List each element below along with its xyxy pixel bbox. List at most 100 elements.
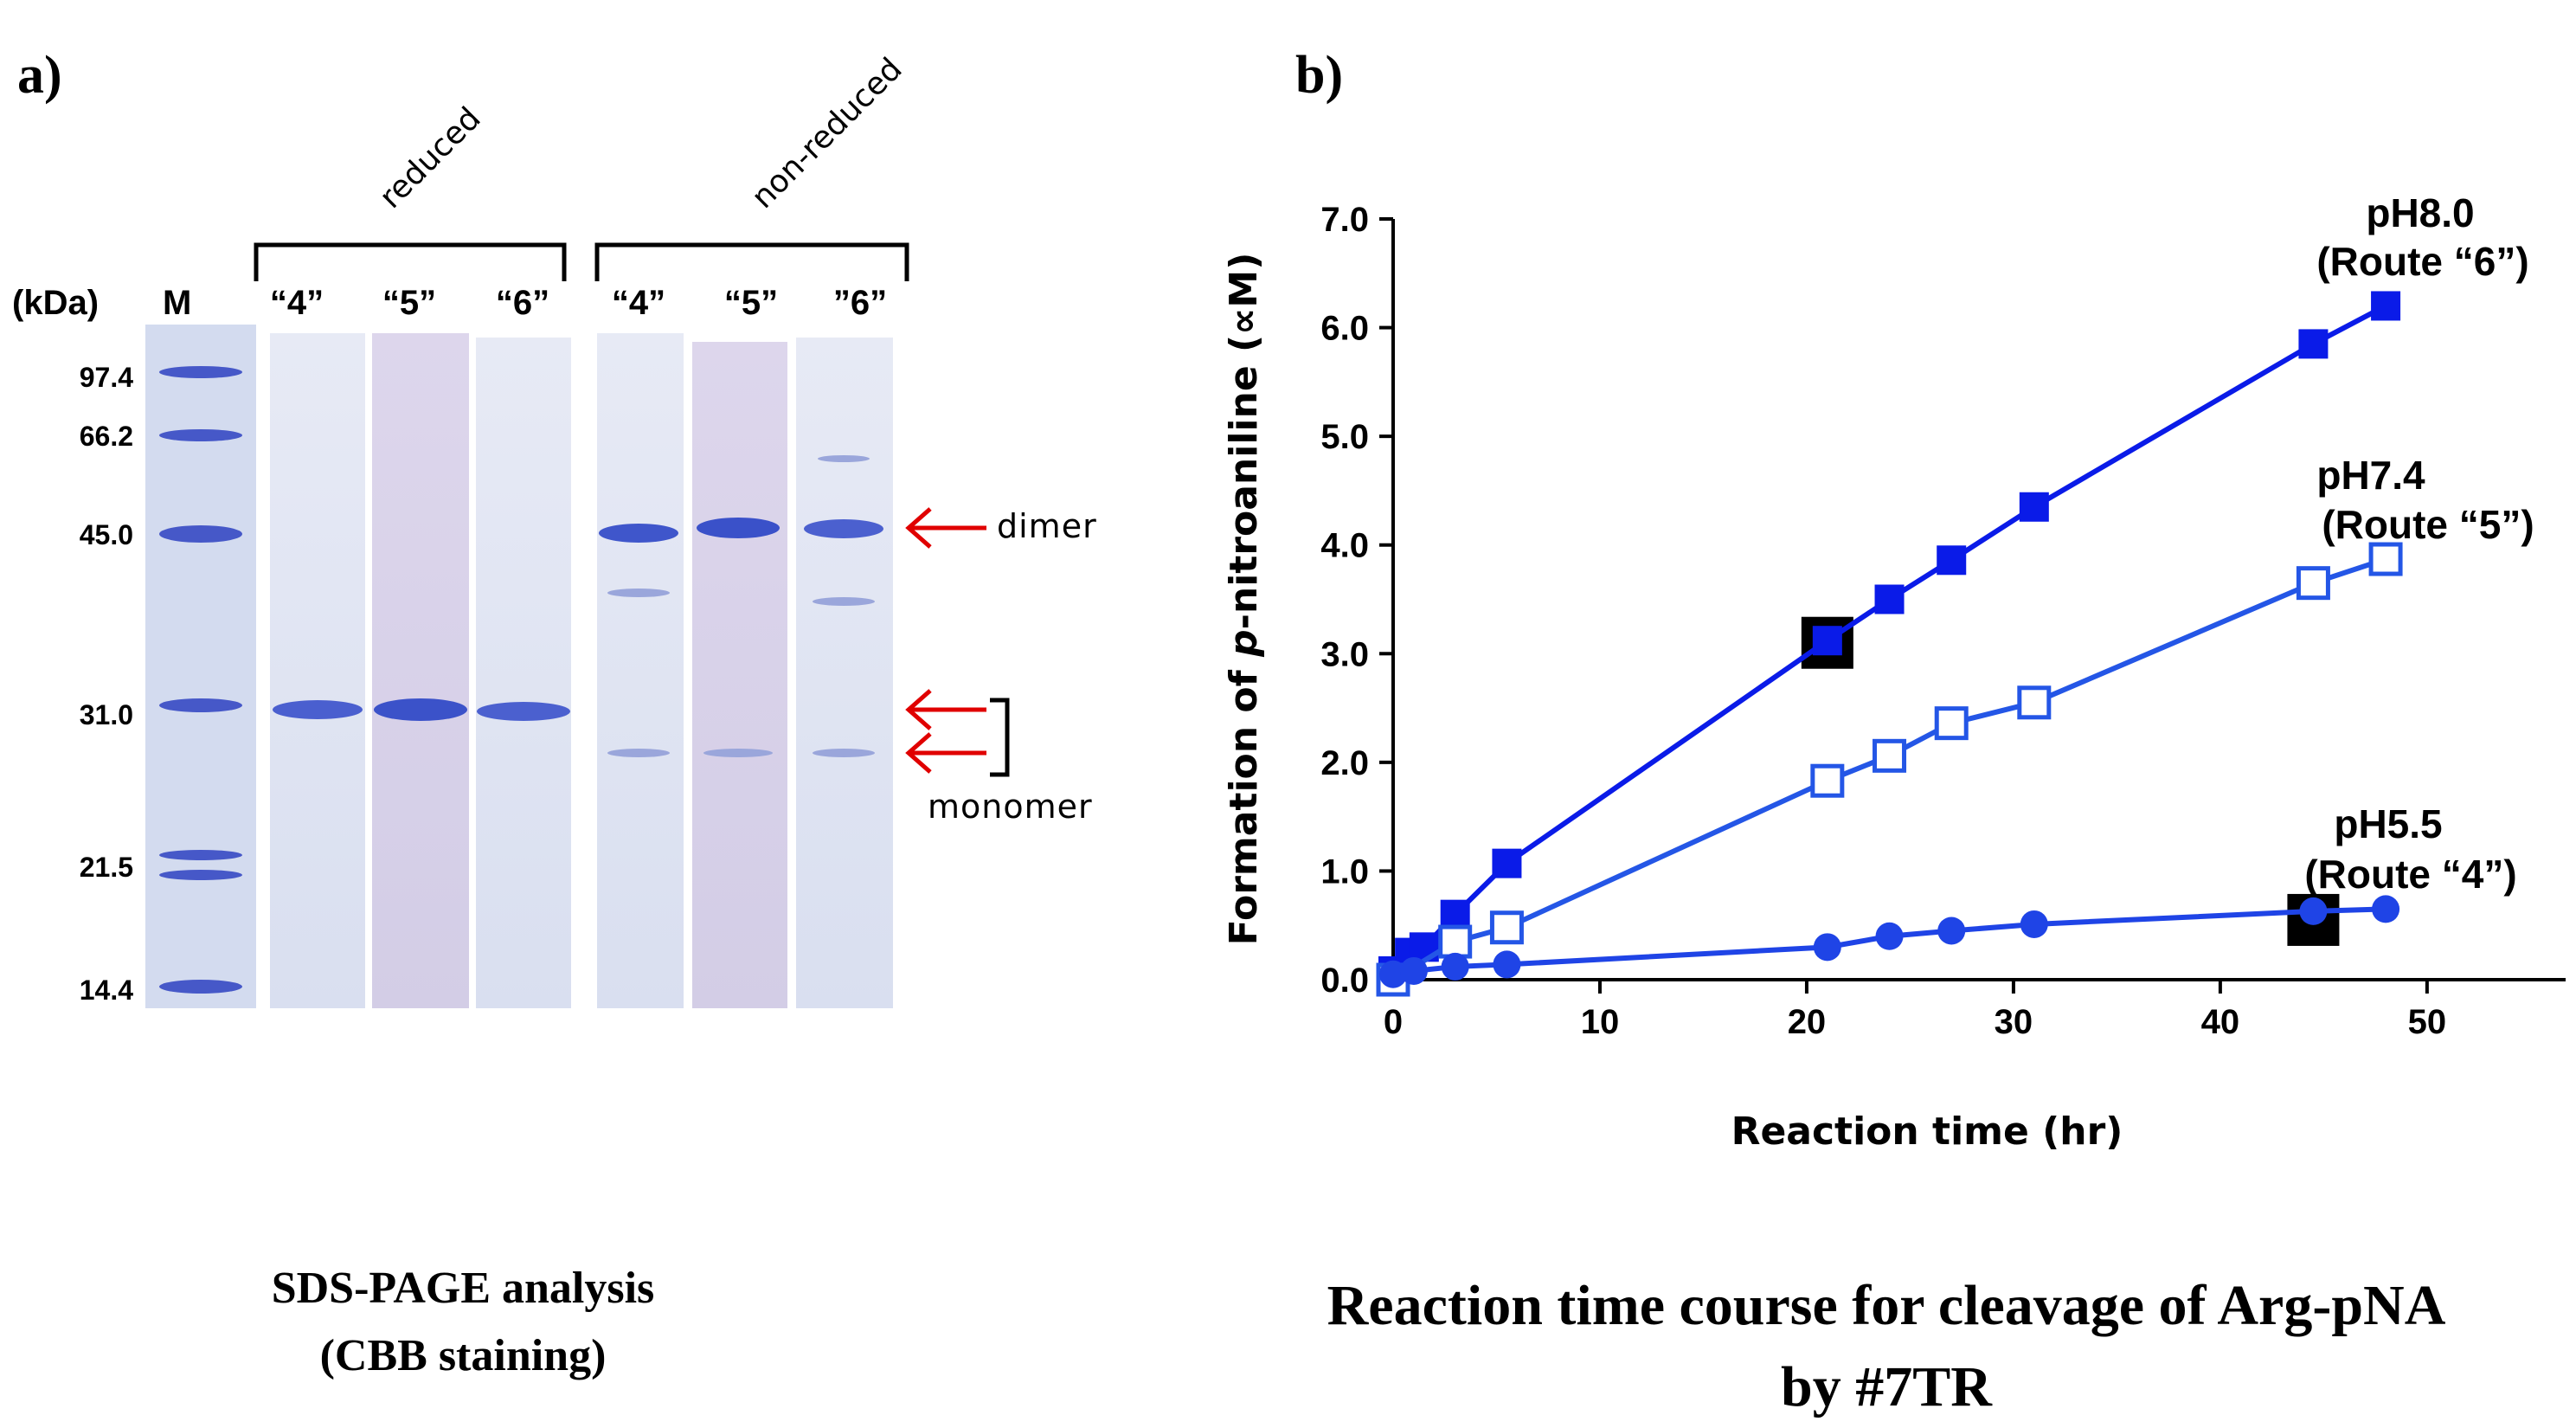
point-pH7.4-8 <box>2368 542 2403 576</box>
lane-label-3: “6” <box>495 284 550 322</box>
series-name-pH5.5: pH5.5 <box>2334 801 2442 846</box>
band-arrows <box>905 507 986 774</box>
point-pH7.4-6 <box>2017 685 2052 720</box>
x-tick-label-40: 40 <box>2201 1003 2240 1041</box>
lane-label-1: “4” <box>269 284 324 322</box>
band-reduced-6 <box>477 702 570 721</box>
series-route-pH7.4: (Route “5”) <box>2322 502 2534 547</box>
mw-label-31: 31.0 <box>79 699 133 730</box>
y-axis-label-suffix: -nitroaniline ( <box>1222 335 1266 629</box>
point-pH7.4-3 <box>1810 763 1845 798</box>
lane-label-6: ”6” <box>832 284 888 322</box>
band-dimer-4 <box>599 524 678 543</box>
band-dimer-5 <box>697 518 780 538</box>
panel-b-letter: b) <box>1295 46 1344 105</box>
mw-label-45: 45.0 <box>79 519 133 550</box>
y-tick-label-5.0: 5.0 <box>1320 418 1369 456</box>
mw-label-97: 97.4 <box>79 362 133 393</box>
x-tick-label-30: 30 <box>1995 1003 2033 1041</box>
series-line-pH8.0 <box>1391 303 2387 973</box>
panel-a-caption-line1: SDS-PAGE analysis <box>271 1264 655 1313</box>
y-axis-label: Formation of p-nitroaniline (∝M) <box>1222 253 1266 946</box>
chart-labels: Reaction time (hr) Formation of p-nitroan… <box>1222 190 2534 1154</box>
point-pH8.0-5 <box>1812 626 1842 656</box>
series-route-pH8.0: (Route “6”) <box>2316 239 2528 284</box>
point-pH8.0-8 <box>2019 492 2049 522</box>
y-tick-label-7.0: 7.0 <box>1320 201 1369 239</box>
x-tick-label-10: 10 <box>1581 1003 1620 1041</box>
lane-label-2: “5” <box>382 284 437 322</box>
gel-lane-reduced-4 <box>270 333 365 1008</box>
marker-label: M <box>163 284 192 322</box>
point-pH7.4-2 <box>1489 910 1524 945</box>
band-reduced-4 <box>273 700 363 719</box>
y-axis-label-prefix: Formation of <box>1222 657 1266 945</box>
panel-b-caption: Reaction time course for cleavage of Arg… <box>1211 1265 2561 1428</box>
x-tick-label-50: 50 <box>2408 1003 2447 1041</box>
lane-label-5: “5” <box>723 284 779 322</box>
monomer-bracket <box>990 698 1010 777</box>
gel-lane-reduced-5 <box>372 333 469 1008</box>
panel-a-letter: a) <box>17 46 62 105</box>
sds-page-gel <box>145 325 893 1008</box>
point-pH5.5-4 <box>1813 933 1841 962</box>
point-pH5.5-3 <box>1493 950 1521 979</box>
gel-lane-reduced-6 <box>476 338 571 1008</box>
band-dimer-6 <box>804 519 883 538</box>
y-axis-label-italic: p <box>1222 629 1266 658</box>
point-pH7.4-7 <box>2296 566 2330 601</box>
point-pH5.5-0 <box>1379 960 1407 988</box>
point-pH8.0-9 <box>2298 329 2329 359</box>
point-pH5.5-1 <box>1399 956 1428 985</box>
y-tick-label-3.0: 3.0 <box>1320 635 1369 673</box>
y-tick-label-6.0: 6.0 <box>1320 310 1369 348</box>
y-tick-label-2.0: 2.0 <box>1320 744 1369 782</box>
mw-label-21: 21.5 <box>79 852 133 883</box>
monomer-label: monomer <box>928 788 1093 826</box>
panel-b-caption-line2: by #7TR <box>1781 1355 1992 1418</box>
faint-bands <box>607 455 875 757</box>
dimer-label: dimer <box>997 507 1097 545</box>
series-route-pH5.5: (Route “4”) <box>2304 852 2516 897</box>
point-pH8.0-7 <box>1937 545 1967 576</box>
y-tick-label-4.0: 4.0 <box>1320 527 1369 565</box>
group-brackets <box>254 242 909 281</box>
bracket-reduced <box>254 242 567 281</box>
arrow-monomer-2 <box>905 732 986 774</box>
x-tick-label-20: 20 <box>1788 1003 1827 1041</box>
gel-lane-nonreduced-4 <box>597 333 684 1008</box>
y-tick-label-0.0: 0.0 <box>1320 962 1369 1000</box>
point-pH5.5-6 <box>1937 917 1966 945</box>
arrow-monomer-1 <box>905 689 986 730</box>
series-name-pH7.4: pH7.4 <box>2316 453 2425 498</box>
point-pH5.5-9 <box>2372 895 2400 923</box>
point-pH8.0-6 <box>1874 584 1905 614</box>
x-tick-label-0: 0 <box>1384 1003 1403 1041</box>
point-pH7.4-5 <box>1934 706 1969 741</box>
point-pH8.0-4 <box>1492 848 1522 878</box>
gel-lane-nonreduced-5 <box>692 342 787 1008</box>
point-pH5.5-5 <box>1875 922 1904 950</box>
chart-axes: 0 10 20 30 40 50 0.0 1.0 2.0 3.0 4.0 5.0 6.0 7.0 <box>1320 201 2566 1041</box>
panel-a-caption: SDS-PAGE analysis (CBB staining) <box>147 1255 779 1390</box>
lane-label-4: “4” <box>611 284 666 322</box>
x-axis-label: Reaction time (hr) <box>1731 1110 2123 1154</box>
mw-label-66: 66.2 <box>79 421 133 452</box>
mw-label-14: 14.4 <box>79 975 133 1006</box>
bracket-non-reduced <box>594 242 909 281</box>
kda-label: (kDa) <box>12 284 100 322</box>
series-name-pH8.0: pH8.0 <box>2366 190 2474 235</box>
y-axis-label-unit: ∝M <box>1222 270 1266 335</box>
point-pH5.5-2 <box>1441 952 1469 981</box>
point-pH8.0-10 <box>2371 291 2401 321</box>
panel-a-caption-line2: (CBB staining) <box>319 1331 607 1380</box>
series-line-pH5.5 <box>1392 906 2386 977</box>
arrow-dimer <box>905 507 986 549</box>
point-pH5.5-7 <box>2020 910 2048 938</box>
chart-plot-area <box>1376 291 2403 997</box>
point-pH5.5-8 <box>2299 897 2328 925</box>
marker-bands <box>159 366 242 994</box>
band-reduced-5 <box>374 698 467 721</box>
y-tick-label-1.0: 1.0 <box>1320 852 1369 891</box>
gel-lane-nonreduced-6 <box>796 338 893 1008</box>
